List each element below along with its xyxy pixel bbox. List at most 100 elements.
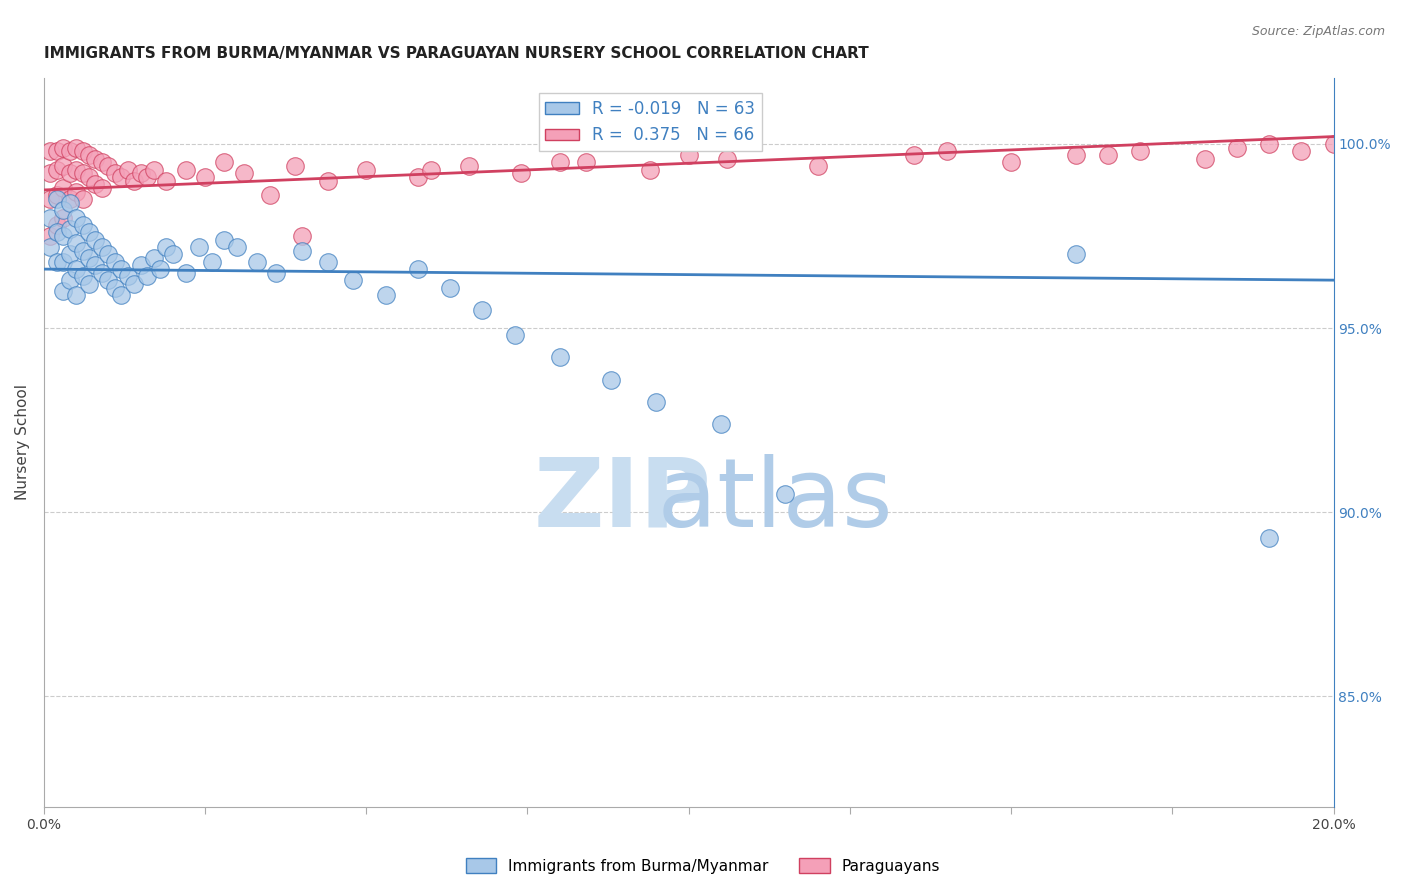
Point xyxy=(246,254,269,268)
Point xyxy=(194,170,217,185)
Point xyxy=(52,211,75,225)
Point xyxy=(136,269,159,284)
Point xyxy=(117,162,139,177)
Point xyxy=(1129,145,1152,159)
Point xyxy=(574,155,596,169)
Point xyxy=(65,262,87,277)
Point xyxy=(291,244,314,258)
Point xyxy=(136,170,159,185)
Point xyxy=(600,372,623,386)
Point xyxy=(59,273,82,287)
Point xyxy=(129,259,152,273)
Point xyxy=(638,162,661,177)
Point xyxy=(59,195,82,210)
Point xyxy=(1064,247,1087,261)
Point xyxy=(90,240,112,254)
Point xyxy=(104,254,127,268)
Point xyxy=(77,277,100,291)
Point xyxy=(406,262,429,277)
Point xyxy=(45,254,67,268)
Point xyxy=(710,417,733,431)
Point xyxy=(1258,136,1281,151)
Point xyxy=(142,162,165,177)
Point xyxy=(72,269,94,284)
Point xyxy=(77,251,100,265)
Point xyxy=(39,145,62,159)
Point xyxy=(316,254,339,268)
Point xyxy=(52,181,75,195)
Point xyxy=(807,159,830,173)
Point xyxy=(72,218,94,232)
Point xyxy=(214,233,236,247)
Point xyxy=(1322,136,1344,151)
Point xyxy=(72,192,94,206)
Point xyxy=(59,247,82,261)
Legend: Immigrants from Burma/Myanmar, Paraguayans: Immigrants from Burma/Myanmar, Paraguaya… xyxy=(460,852,946,880)
Point xyxy=(77,148,100,162)
Point xyxy=(129,166,152,180)
Point xyxy=(1258,531,1281,545)
Point xyxy=(72,166,94,180)
Point xyxy=(65,140,87,154)
Point xyxy=(39,192,62,206)
Point xyxy=(72,145,94,159)
Point xyxy=(232,166,254,180)
Point xyxy=(39,229,62,244)
Point xyxy=(65,185,87,199)
Point xyxy=(117,269,139,284)
Point xyxy=(716,152,738,166)
Point xyxy=(548,155,571,169)
Text: IMMIGRANTS FROM BURMA/MYANMAR VS PARAGUAYAN NURSERY SCHOOL CORRELATION CHART: IMMIGRANTS FROM BURMA/MYANMAR VS PARAGUA… xyxy=(44,46,869,62)
Point xyxy=(316,174,339,188)
Point xyxy=(503,328,526,343)
Point xyxy=(77,170,100,185)
Point xyxy=(1194,152,1216,166)
Point xyxy=(110,262,132,277)
Point xyxy=(84,178,107,192)
Point xyxy=(264,266,287,280)
Point xyxy=(90,155,112,169)
Point xyxy=(90,266,112,280)
Point xyxy=(110,170,132,185)
Point xyxy=(1000,155,1022,169)
Point xyxy=(259,188,281,202)
Point xyxy=(374,288,396,302)
Point xyxy=(90,181,112,195)
Point xyxy=(1291,145,1313,159)
Point xyxy=(162,247,184,261)
Text: ZIP: ZIP xyxy=(534,454,711,547)
Point xyxy=(39,166,62,180)
Point xyxy=(45,145,67,159)
Point xyxy=(65,288,87,302)
Point xyxy=(59,221,82,235)
Point xyxy=(342,273,364,287)
Point xyxy=(110,288,132,302)
Point xyxy=(97,273,120,287)
Point xyxy=(645,394,668,409)
Point xyxy=(45,192,67,206)
Point xyxy=(52,284,75,298)
Point xyxy=(39,211,62,225)
Point xyxy=(65,162,87,177)
Point xyxy=(65,211,87,225)
Point xyxy=(935,145,957,159)
Point xyxy=(97,247,120,261)
Point xyxy=(149,262,172,277)
Point xyxy=(45,225,67,239)
Point xyxy=(471,302,494,317)
Point xyxy=(155,240,177,254)
Point xyxy=(406,170,429,185)
Point xyxy=(45,162,67,177)
Point xyxy=(59,145,82,159)
Point xyxy=(155,174,177,188)
Point xyxy=(72,244,94,258)
Point xyxy=(122,277,145,291)
Point xyxy=(226,240,249,254)
Point xyxy=(59,166,82,180)
Point xyxy=(458,159,481,173)
Point xyxy=(84,259,107,273)
Point xyxy=(104,166,127,180)
Point xyxy=(52,140,75,154)
Point xyxy=(1064,148,1087,162)
Point xyxy=(52,203,75,218)
